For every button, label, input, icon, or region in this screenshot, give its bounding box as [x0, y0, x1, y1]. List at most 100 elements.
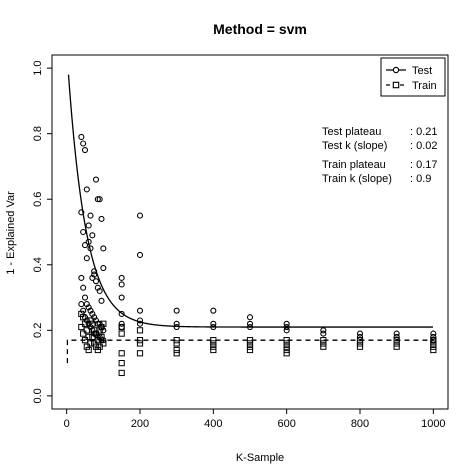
test-point — [283, 324, 290, 331]
annotation-value: : 0.21 — [410, 126, 438, 138]
x-axis: 0 200 400 600 800 1000 — [64, 409, 446, 430]
chart-title: Method = svm — [213, 21, 307, 37]
test-point — [118, 274, 125, 281]
data-points — [78, 133, 437, 377]
train-point — [96, 327, 103, 334]
test-point — [210, 324, 217, 331]
legend-marker-train — [392, 81, 400, 89]
test-point — [96, 287, 103, 295]
train-point — [91, 340, 98, 347]
legend-label-train: Train — [412, 80, 437, 92]
train-point — [118, 350, 125, 357]
test-point — [81, 294, 89, 301]
train-point — [118, 360, 125, 367]
train-point — [94, 337, 101, 344]
test-point — [80, 140, 87, 147]
test-point — [173, 307, 180, 314]
train-point — [78, 323, 85, 331]
annotation-label: Test k (slope) — [322, 140, 387, 152]
y-tick-label: 0.6 — [32, 192, 44, 207]
test-point — [320, 330, 327, 337]
test-point — [87, 324, 94, 331]
train-fit-curve — [66, 339, 434, 364]
y-tick-label: 0.0 — [32, 388, 44, 403]
legend-marker-test — [392, 66, 400, 74]
train-point — [80, 330, 87, 337]
train-point — [81, 337, 89, 344]
train-point — [100, 320, 107, 327]
x-tick-label: 400 — [204, 418, 222, 430]
y-tick-label: 0.8 — [32, 126, 44, 141]
train-point — [83, 327, 90, 334]
test-point — [80, 284, 87, 291]
test-point — [173, 320, 180, 327]
y-axis: 0.0 0.2 0.4 0.6 0.8 1.0 — [32, 60, 52, 404]
test-point — [83, 255, 90, 262]
test-point — [78, 274, 85, 281]
annotation-value: : 0.02 — [410, 140, 438, 152]
x-tick-label: 200 — [131, 418, 149, 430]
test-point — [320, 327, 327, 334]
train-point — [94, 346, 101, 354]
train-point — [283, 340, 290, 347]
x-tick-label: 800 — [351, 418, 369, 430]
train-point — [283, 350, 290, 357]
test-fit-curve — [67, 74, 433, 328]
train-point — [356, 343, 364, 350]
train-point — [210, 340, 217, 347]
annotation-value: : 0.9 — [410, 173, 431, 185]
test-point — [246, 314, 254, 321]
test-point — [89, 274, 96, 281]
test-point — [118, 310, 125, 317]
test-point — [85, 222, 92, 229]
test-point — [98, 215, 105, 222]
test-point — [210, 320, 217, 327]
train-point — [283, 337, 290, 344]
test-point — [87, 245, 94, 252]
test-point — [81, 242, 89, 249]
train-point — [78, 310, 85, 318]
train-point — [87, 317, 94, 324]
test-point — [89, 310, 96, 317]
train-point — [92, 343, 100, 350]
plot-frame — [51, 54, 449, 410]
train-point — [173, 350, 180, 357]
train-point — [80, 314, 87, 321]
legend: Test Train — [380, 57, 446, 97]
train-point — [210, 346, 217, 354]
test-point — [91, 268, 98, 275]
test-point — [80, 307, 87, 314]
test-point — [94, 284, 101, 291]
test-point — [92, 278, 100, 285]
test-point — [136, 307, 144, 314]
test-point — [118, 281, 125, 288]
train-point — [246, 340, 254, 347]
train-point — [92, 330, 100, 337]
test-point — [83, 317, 90, 324]
train-point — [393, 337, 400, 344]
train-point — [98, 333, 105, 340]
train-point — [136, 327, 144, 334]
test-point — [78, 209, 85, 216]
test-point — [87, 307, 94, 314]
y-tick-label: 0.2 — [32, 323, 44, 338]
x-tick-label: 0 — [64, 418, 70, 430]
train-point — [356, 340, 364, 347]
train-point — [98, 323, 105, 331]
test-point — [96, 196, 103, 203]
test-point — [89, 232, 96, 239]
train-point — [320, 343, 327, 350]
test-point — [87, 212, 94, 219]
test-point — [85, 320, 92, 327]
test-point — [136, 317, 144, 324]
train-point — [246, 343, 254, 350]
test-point — [430, 333, 437, 340]
test-point — [356, 333, 364, 340]
train-point — [430, 337, 437, 344]
test-point — [85, 304, 92, 311]
legend-box — [380, 57, 446, 97]
legend-label-test: Test — [412, 65, 432, 77]
train-point — [173, 346, 180, 354]
test-point — [98, 337, 105, 344]
